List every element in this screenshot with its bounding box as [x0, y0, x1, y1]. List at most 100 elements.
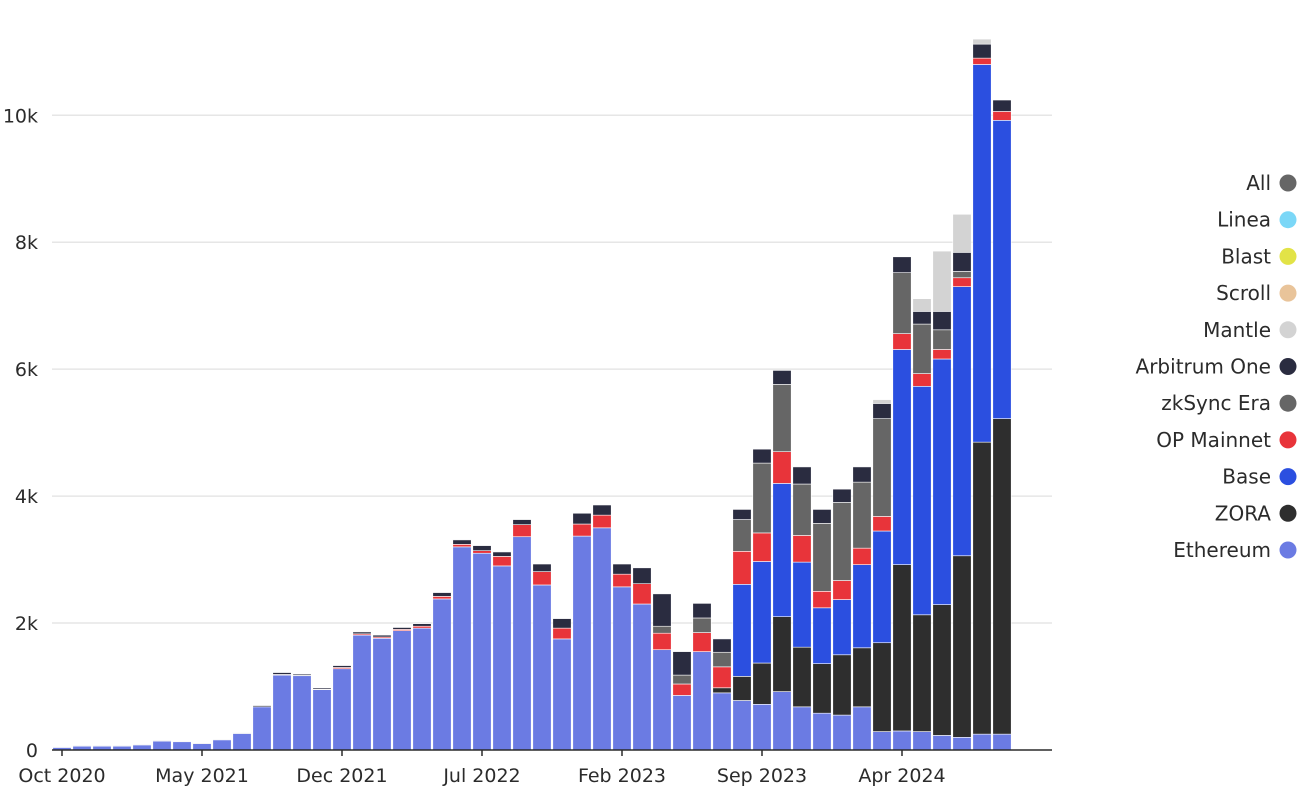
bar-segment[interactable]: Dec 2023 — OP Mainnet: 260 [813, 591, 831, 608]
bar-stack[interactable]: Apr 2023 — Ethereum: 1580Apr 2023 — OP M… [653, 594, 671, 750]
bar-segment[interactable]: May 2022 — Ethereum: 2380 [433, 599, 451, 750]
bar-segment[interactable]: Jul 2024 — Base: 4240 [953, 287, 971, 556]
legend-item[interactable]: ZORA [1215, 501, 1297, 525]
bar-segment[interactable]: Jun 2024 — Ethereum: 230 [933, 735, 951, 750]
bar-segment[interactable]: Feb 2023 — Ethereum: 2570 [613, 587, 631, 750]
bar-segment[interactable]: Dec 2022 — Arbitrum One: 170 [573, 513, 591, 524]
bar-segment[interactable]: Sep 2024 — Arbitrum One: 180 [993, 100, 1011, 111]
bar-stack[interactable]: Jan 2022 — Ethereum: 1810Jan 2022 — OP M… [353, 632, 371, 750]
bar-segment[interactable]: Jun 2024 — Mantle: 950 [933, 251, 951, 311]
bar-stack[interactable]: Dec 2022 — Ethereum: 3370Dec 2022 — OP M… [573, 513, 591, 750]
bar-segment[interactable]: Nov 2023 — OP Mainnet: 420 [793, 535, 811, 562]
bar-segment[interactable]: May 2024 — zkSync Era: 780 [913, 324, 931, 374]
bar-segment[interactable]: Mar 2024 — OP Mainnet: 230 [873, 516, 891, 531]
bar-segment[interactable]: Aug 2022 — Ethereum: 2900 [493, 566, 511, 750]
bar-segment[interactable]: Jun 2023 — Ethereum: 1550 [693, 652, 711, 750]
bar-stack[interactable]: Oct 2022 — Ethereum: 2600Oct 2022 — OP M… [533, 564, 551, 750]
bar-segment[interactable]: Mar 2023 — OP Mainnet: 320 [633, 584, 651, 604]
bar-segment[interactable]: Jan 2024 — OP Mainnet: 300 [833, 581, 851, 600]
bar-segment[interactable]: Mar 2023 — Arbitrum One: 250 [633, 568, 651, 584]
bar-segment[interactable]: Jun 2021 — Arbitrum One: 10 [213, 739, 231, 740]
bar-segment[interactable]: Oct 2021 — Arbitrum One: 20 [293, 674, 311, 675]
bar-segment[interactable]: Apr 2023 — Ethereum: 1580 [653, 650, 671, 750]
bar-stack[interactable]: Sep 2022 — Ethereum: 3360Sep 2022 — OP M… [513, 520, 531, 750]
bar-segment[interactable]: May 2024 — ZORA: 1840 [913, 615, 931, 732]
bar-segment[interactable]: Feb 2024 — OP Mainnet: 260 [853, 548, 871, 565]
bar-stack[interactable]: Jan 2023 — Ethereum: 3500Jan 2023 — OP M… [593, 505, 611, 750]
bar-segment[interactable]: Mar 2022 — Arbitrum One: 30 [393, 627, 411, 629]
bar-segment[interactable]: Dec 2023 — zkSync Era: 1070 [813, 523, 831, 591]
legend-item[interactable]: All [1246, 171, 1296, 195]
bar-segment[interactable]: Oct 2020 — Arbitrum One: 10 [53, 747, 71, 748]
bar-segment[interactable]: Sep 2021 — Arbitrum One: 30 [273, 673, 291, 675]
bar-segment[interactable]: Aug 2024 — Ethereum: 250 [973, 734, 991, 750]
bar-segment[interactable]: Sep 2022 — Arbitrum One: 80 [513, 520, 531, 525]
bar-segment[interactable]: Feb 2023 — OP Mainnet: 200 [613, 574, 631, 587]
legend-label[interactable]: Arbitrum One [1136, 355, 1271, 379]
bar-segment[interactable]: Mar 2024 — Ethereum: 290 [873, 732, 891, 750]
bar-segment[interactable]: Feb 2024 — ZORA: 930 [853, 648, 871, 707]
bar-segment[interactable]: Aug 2023 — Base: 1450 [733, 584, 751, 676]
bar-segment[interactable]: Oct 2023 — Arbitrum One: 220 [773, 370, 791, 384]
bar-segment[interactable]: Apr 2024 — ZORA: 2620 [893, 565, 911, 731]
bar-segment[interactable]: Aug 2024 — ZORA: 4600 [973, 442, 991, 734]
bar-stack[interactable]: Mar 2022 — Ethereum: 1880Mar 2022 — OP M… [393, 627, 411, 750]
bar-stack[interactable]: Apr 2021 — Ethereum: 130Apr 2021 — Arbit… [173, 741, 191, 750]
bar-segment[interactable]: Aug 2024 — Arbitrum One: 220 [973, 44, 991, 58]
bar-stack[interactable]: Feb 2024 — Ethereum: 680Feb 2024 — ZORA:… [853, 467, 871, 750]
bar-segment[interactable]: Oct 2023 — OP Mainnet: 500 [773, 452, 791, 484]
bar-segment[interactable]: Jul 2024 — Mantle: 600 [953, 214, 971, 252]
bar-segment[interactable]: Dec 2020 — Arbitrum One: 10 [93, 746, 111, 747]
bar-segment[interactable]: Jan 2024 — zkSync Era: 1230 [833, 502, 851, 580]
bar-stack[interactable]: May 2021 — Ethereum: 100May 2021 — Arbit… [193, 743, 211, 750]
bar-segment[interactable]: Apr 2024 — Ethereum: 300 [893, 731, 911, 750]
legend-item[interactable]: Ethereum [1173, 538, 1296, 562]
bar-segment[interactable]: Apr 2021 — Arbitrum One: 10 [173, 741, 191, 742]
bar-segment[interactable]: Oct 2022 — OP Mainnet: 210 [533, 572, 551, 585]
bar-stack[interactable]: Nov 2023 — Ethereum: 680Nov 2023 — ZORA:… [793, 467, 811, 750]
bar-segment[interactable]: Mar 2021 — Arbitrum One: 10 [153, 740, 171, 741]
bar-segment[interactable]: Dec 2023 — Base: 880 [813, 608, 831, 664]
legend-swatch[interactable] [1280, 358, 1297, 375]
bar-segment[interactable]: Nov 2023 — Ethereum: 680 [793, 707, 811, 750]
bar-segment[interactable]: Sep 2023 — zkSync Era: 1100 [753, 463, 771, 533]
bar-stack[interactable]: Nov 2022 — Ethereum: 1750Nov 2022 — OP M… [553, 619, 571, 750]
bar-segment[interactable]: Jan 2024 — Ethereum: 550 [833, 715, 851, 750]
bar-stack[interactable]: Jul 2023 — Ethereum: 900Jul 2023 — ZORA:… [713, 639, 731, 750]
bar-segment[interactable]: May 2024 — Mantle: 200 [913, 299, 931, 312]
bar-segment[interactable]: May 2024 — Base: 3600 [913, 386, 931, 615]
bar-segment[interactable]: Jun 2023 — zkSync Era: 230 [693, 618, 711, 633]
bar-stack[interactable]: Sep 2023 — Ethereum: 720Sep 2023 — ZORA:… [753, 449, 771, 750]
bar-segment[interactable]: Apr 2023 — zkSync Era: 110 [653, 626, 671, 633]
bar-segment[interactable]: Feb 2024 — Arbitrum One: 240 [853, 467, 871, 482]
bar-segment[interactable]: Jan 2022 — Ethereum: 1810 [353, 635, 371, 750]
bar-segment[interactable]: Mar 2024 — Mantle: 60 [873, 400, 891, 404]
legend-swatch[interactable] [1280, 211, 1297, 228]
bar-segment[interactable]: Apr 2024 — zkSync Era: 960 [893, 273, 911, 334]
bar-segment[interactable]: Mar 2023 — Ethereum: 2300 [633, 604, 651, 750]
bar-segment[interactable]: Jul 2023 — OP Mainnet: 330 [713, 667, 731, 688]
bar-stack[interactable]: Aug 2022 — Ethereum: 2900Aug 2022 — OP M… [493, 552, 511, 750]
bar-segment[interactable]: Dec 2021 — Ethereum: 1280 [333, 669, 351, 750]
bar-segment[interactable]: Nov 2023 — zkSync Era: 810 [793, 484, 811, 535]
bar-segment[interactable]: May 2024 — OP Mainnet: 200 [913, 374, 931, 387]
bar-segment[interactable]: Jul 2024 — Arbitrum One: 300 [953, 252, 971, 271]
bar-segment[interactable]: Apr 2023 — Arbitrum One: 510 [653, 594, 671, 626]
bar-segment[interactable]: Aug 2023 — Ethereum: 780 [733, 700, 751, 750]
bar-segment[interactable]: Jan 2022 — Arbitrum One: 30 [353, 632, 371, 634]
bar-stack[interactable]: Nov 2021 — Ethereum: 950Nov 2021 — OP Ma… [313, 688, 331, 750]
bar-segment[interactable]: Jun 2024 — OP Mainnet: 150 [933, 349, 951, 359]
bar-segment[interactable]: Nov 2023 — Arbitrum One: 270 [793, 467, 811, 484]
legend-swatch[interactable] [1280, 321, 1297, 338]
bar-segment[interactable]: Nov 2022 — OP Mainnet: 170 [553, 628, 571, 639]
bar-segment[interactable]: Feb 2022 — Ethereum: 1760 [373, 638, 391, 750]
bar-segment[interactable]: May 2022 — Arbitrum One: 60 [433, 593, 451, 597]
bar-segment[interactable]: Sep 2024 — Ethereum: 250 [993, 734, 1011, 750]
bar-segment[interactable]: Jul 2023 — ZORA: 80 [713, 688, 731, 693]
legend-swatch[interactable] [1280, 248, 1297, 265]
bar-segment[interactable]: Dec 2023 — Arbitrum One: 220 [813, 509, 831, 523]
legend-swatch[interactable] [1280, 395, 1297, 412]
bar-segment[interactable]: Oct 2023 — Ethereum: 920 [773, 692, 791, 750]
bar-segment[interactable]: Jul 2023 — zkSync Era: 230 [713, 652, 731, 667]
bar-stack[interactable]: Sep 2024 — Ethereum: 250Sep 2024 — ZORA:… [993, 100, 1011, 750]
